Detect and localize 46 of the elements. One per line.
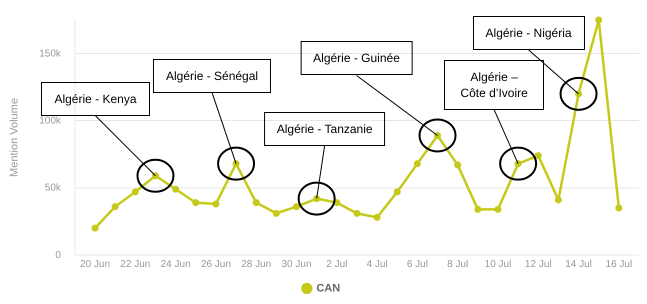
x-tick-label: 4 Jul — [366, 258, 388, 270]
point — [92, 224, 99, 232]
point — [474, 206, 482, 213]
annotation: Algérie - Tanzanie — [264, 112, 386, 146]
point — [252, 199, 260, 206]
point — [272, 210, 280, 217]
point — [494, 206, 502, 213]
x-tick-label: 22 Jun — [120, 258, 150, 270]
y-tick-label: 50k — [44, 182, 62, 194]
annotation: Algérie - Guinée — [300, 41, 413, 76]
legend-label: CAN — [316, 282, 340, 295]
point — [554, 196, 562, 204]
x-tick-label: 24 Jun — [160, 258, 191, 270]
y-tick-label: 150k — [39, 48, 62, 60]
x-tick-label: 10 Jul — [484, 258, 512, 270]
y-tick-label: 0 — [55, 250, 62, 261]
point — [595, 16, 602, 24]
x-tick-label: 30 Jun — [281, 258, 312, 270]
x-tick-label: 2 Jul — [326, 258, 348, 270]
point — [132, 188, 139, 196]
x-tick-label: 26 Jun — [200, 258, 231, 270]
x-tick-label: 12 Jul — [524, 258, 552, 270]
point — [414, 160, 421, 168]
annotation: Algérie – Côte d’Ivoire — [444, 60, 544, 110]
point — [293, 203, 300, 210]
point — [192, 199, 200, 206]
annotation: Algérie - Kenya — [41, 82, 150, 116]
x-tick-label: 14 Jul — [565, 258, 592, 270]
point — [353, 210, 360, 217]
y-axis-title: Mention Volume — [8, 98, 21, 177]
point — [394, 188, 401, 196]
point — [374, 214, 381, 221]
point — [172, 186, 180, 193]
x-tick-label: 8 Jul — [447, 258, 468, 270]
point — [212, 200, 220, 208]
point — [615, 204, 622, 212]
point — [454, 162, 462, 169]
point — [534, 152, 542, 160]
x-tick-label: 6 Jul — [406, 258, 428, 270]
annotation: Algérie - Sénégal — [153, 58, 272, 93]
x-tick-label: 20 Jun — [80, 258, 110, 270]
x-tick-label: 16 Jul — [606, 258, 632, 270]
x-tick-label: 28 Jun — [241, 258, 272, 270]
annotation: Algérie - Nigéria — [472, 16, 585, 50]
y-tick-label: 100k — [39, 115, 62, 126]
point — [112, 203, 119, 210]
